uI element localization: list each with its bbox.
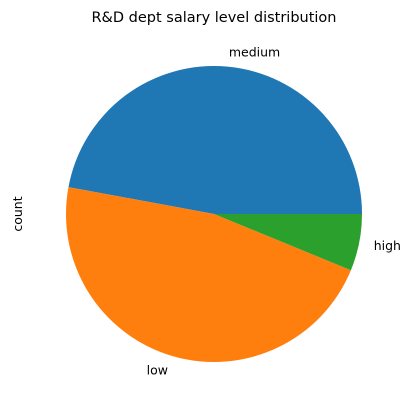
chart-title: R&D dept salary level distribution (91, 10, 336, 26)
y-axis-label: count (10, 196, 25, 231)
pie-slice-high (214, 214, 362, 271)
pie-label-low: low (147, 363, 168, 378)
pie-label-medium: medium (229, 44, 280, 59)
pie-slices (66, 66, 362, 362)
pie-slice-low (66, 187, 351, 362)
pie-slice-medium (68, 66, 362, 214)
pie-label-high: high (374, 238, 401, 253)
pie-labels: medium low high (147, 44, 401, 377)
